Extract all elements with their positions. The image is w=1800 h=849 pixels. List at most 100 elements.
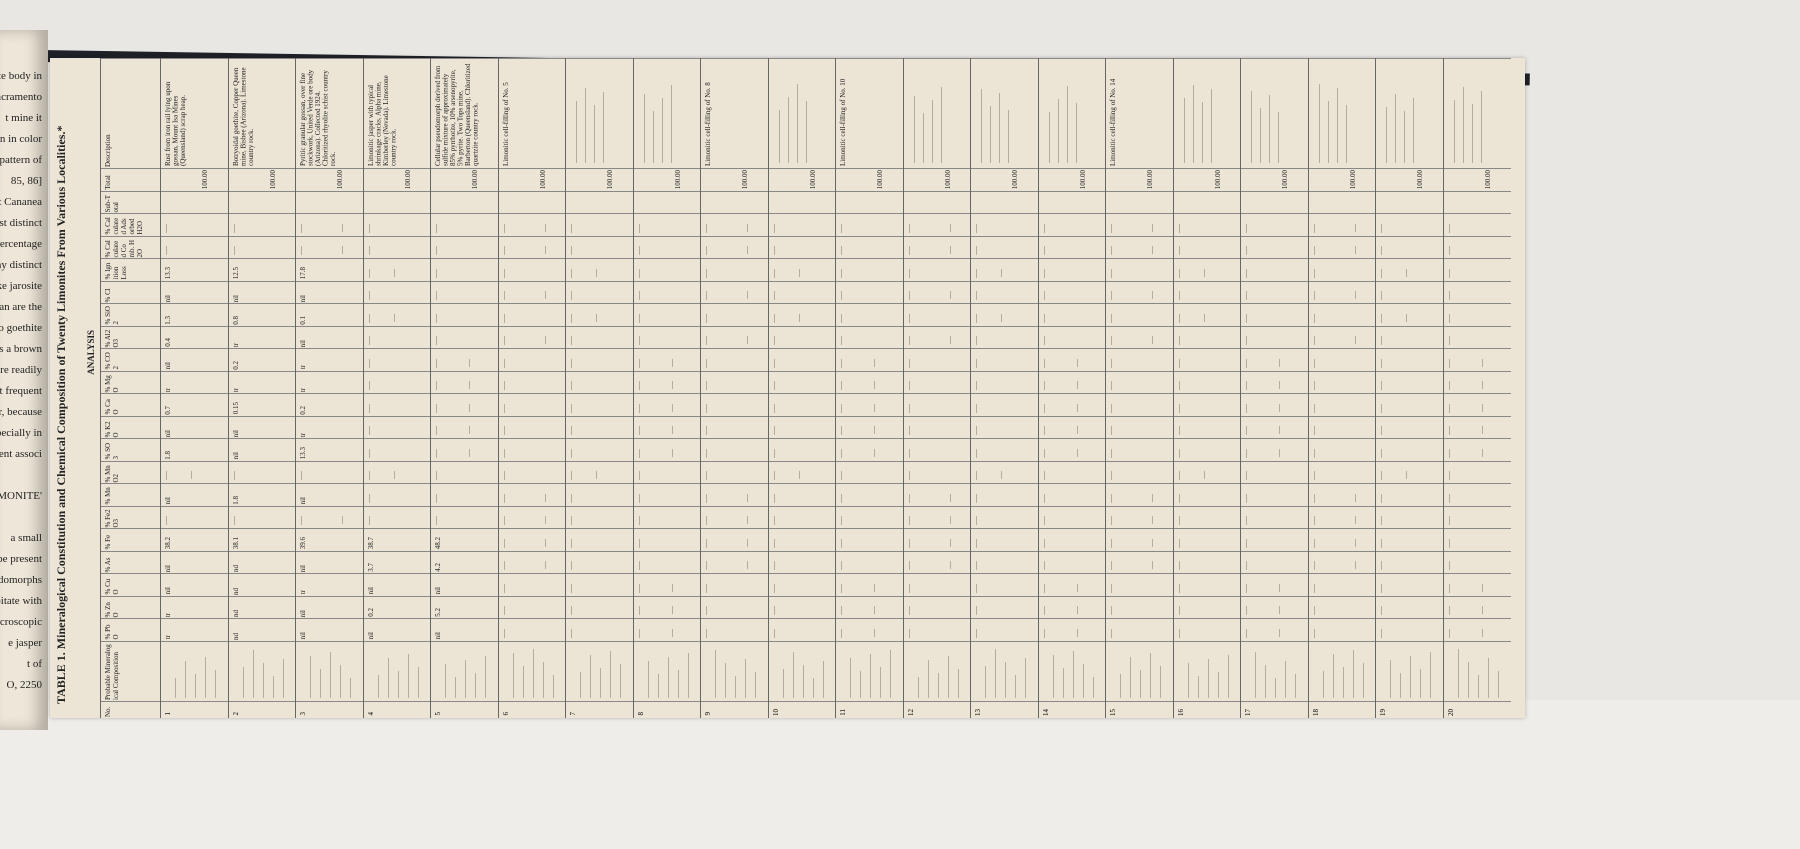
illegible-print	[841, 291, 842, 300]
illegible-print	[436, 448, 437, 458]
illegible-print	[841, 268, 842, 278]
illegible-print	[638, 426, 640, 435]
table-cell	[701, 190, 769, 215]
table-cell: 13.3	[296, 438, 364, 462]
composition-table: No. Probable Mineralogical Composition % P…	[100, 58, 1511, 718]
table-cell	[836, 213, 904, 237]
cell-value: 38.7	[366, 537, 375, 550]
table-cell	[228, 213, 296, 237]
illegible-print	[773, 516, 775, 525]
table-cell	[633, 303, 701, 327]
illegible-print	[706, 246, 707, 255]
row-number: 3	[299, 712, 307, 716]
table-cell	[1443, 58, 1511, 169]
table-cell	[431, 190, 499, 215]
table-cell	[1241, 370, 1309, 395]
table-cell: 100.00	[296, 168, 364, 192]
table-cell	[161, 505, 229, 530]
illegible-print	[880, 666, 881, 698]
illegible-print	[1001, 313, 1002, 322]
illegible-print	[1313, 516, 1315, 525]
illegible-print	[455, 676, 456, 698]
table-cell	[1241, 550, 1309, 575]
illegible-print	[1111, 606, 1112, 615]
illegible-print	[1111, 628, 1112, 638]
illegible-print	[594, 105, 595, 163]
illegible-print	[1279, 606, 1280, 614]
illegible-print	[874, 448, 875, 457]
illegible-print	[242, 666, 244, 698]
illegible-print	[1152, 223, 1153, 232]
illegible-print	[747, 223, 748, 232]
illegible-print	[999, 93, 1000, 163]
table-cell: Limonitic cell-filling of No. 10	[836, 58, 904, 169]
table-cell	[971, 258, 1039, 282]
table-cell	[1308, 573, 1376, 597]
table-cell: nil	[161, 280, 229, 305]
illegible-print	[706, 403, 707, 413]
illegible-print	[1342, 666, 1344, 698]
illegible-print	[340, 664, 341, 698]
illegible-print	[1178, 426, 1180, 435]
cell-value: nil	[299, 497, 307, 505]
table-cell	[1038, 618, 1106, 642]
illegible-print	[436, 268, 437, 278]
illegible-print	[1111, 336, 1112, 345]
illegible-print	[580, 671, 581, 698]
table-cell: 100.00	[836, 168, 904, 192]
table-cell	[836, 640, 904, 702]
illegible-print	[747, 246, 748, 254]
illegible-print	[841, 471, 842, 480]
illegible-print	[1043, 561, 1045, 570]
illegible-print	[773, 313, 775, 323]
table-cell: Pyritic granular gossan, over fine stock…	[296, 58, 364, 169]
illegible-print	[1076, 381, 1078, 389]
table-cell	[768, 258, 836, 282]
illegible-print	[1076, 448, 1078, 457]
header-cell: Description	[101, 58, 161, 169]
illegible-print	[1471, 104, 1473, 163]
table-cell: 0.15	[228, 393, 296, 417]
cell-value: nil	[299, 564, 307, 572]
illegible-print	[1381, 313, 1382, 323]
illegible-print	[841, 223, 842, 233]
illegible-print	[1381, 538, 1382, 548]
illegible-print	[841, 516, 842, 525]
illegible-print	[1043, 358, 1045, 368]
table-cell: 0.2	[296, 393, 364, 417]
table-cell	[1308, 235, 1376, 260]
table-cell	[1038, 505, 1106, 530]
table-cell	[228, 235, 296, 260]
table-cell	[498, 190, 566, 215]
table-cell	[768, 393, 836, 417]
table-cell	[431, 280, 499, 305]
illegible-print	[976, 336, 977, 345]
table-cell	[768, 505, 836, 530]
table-cell	[498, 460, 566, 485]
table-cell	[768, 370, 836, 395]
table-cell: 5.2	[431, 595, 499, 620]
table-cell: nil	[161, 573, 229, 597]
table-cell	[1443, 483, 1511, 507]
table-cell	[161, 640, 229, 702]
illegible-print	[773, 538, 775, 548]
illegible-print	[747, 538, 748, 547]
table-cell: 100.00	[1443, 168, 1511, 192]
table-cell	[1106, 393, 1174, 417]
table-cell	[903, 58, 971, 169]
table-cell	[1443, 573, 1511, 597]
table-cell	[566, 415, 634, 440]
illegible-print	[542, 661, 544, 698]
illegible-print	[503, 403, 505, 413]
table-cell: 38.7	[363, 528, 431, 552]
illegible-print	[620, 663, 621, 698]
illegible-print	[949, 336, 951, 344]
illegible-print	[874, 358, 875, 367]
table-row: 12 100.00	[902, 58, 971, 718]
table-cell	[498, 280, 566, 305]
illegible-print	[1246, 448, 1247, 458]
table-title: TABLE 1. Mineralogical Constitution and …	[54, 125, 68, 704]
table-cell: 39.6	[296, 528, 364, 552]
table-cell	[498, 415, 566, 440]
illegible-print	[671, 606, 673, 614]
